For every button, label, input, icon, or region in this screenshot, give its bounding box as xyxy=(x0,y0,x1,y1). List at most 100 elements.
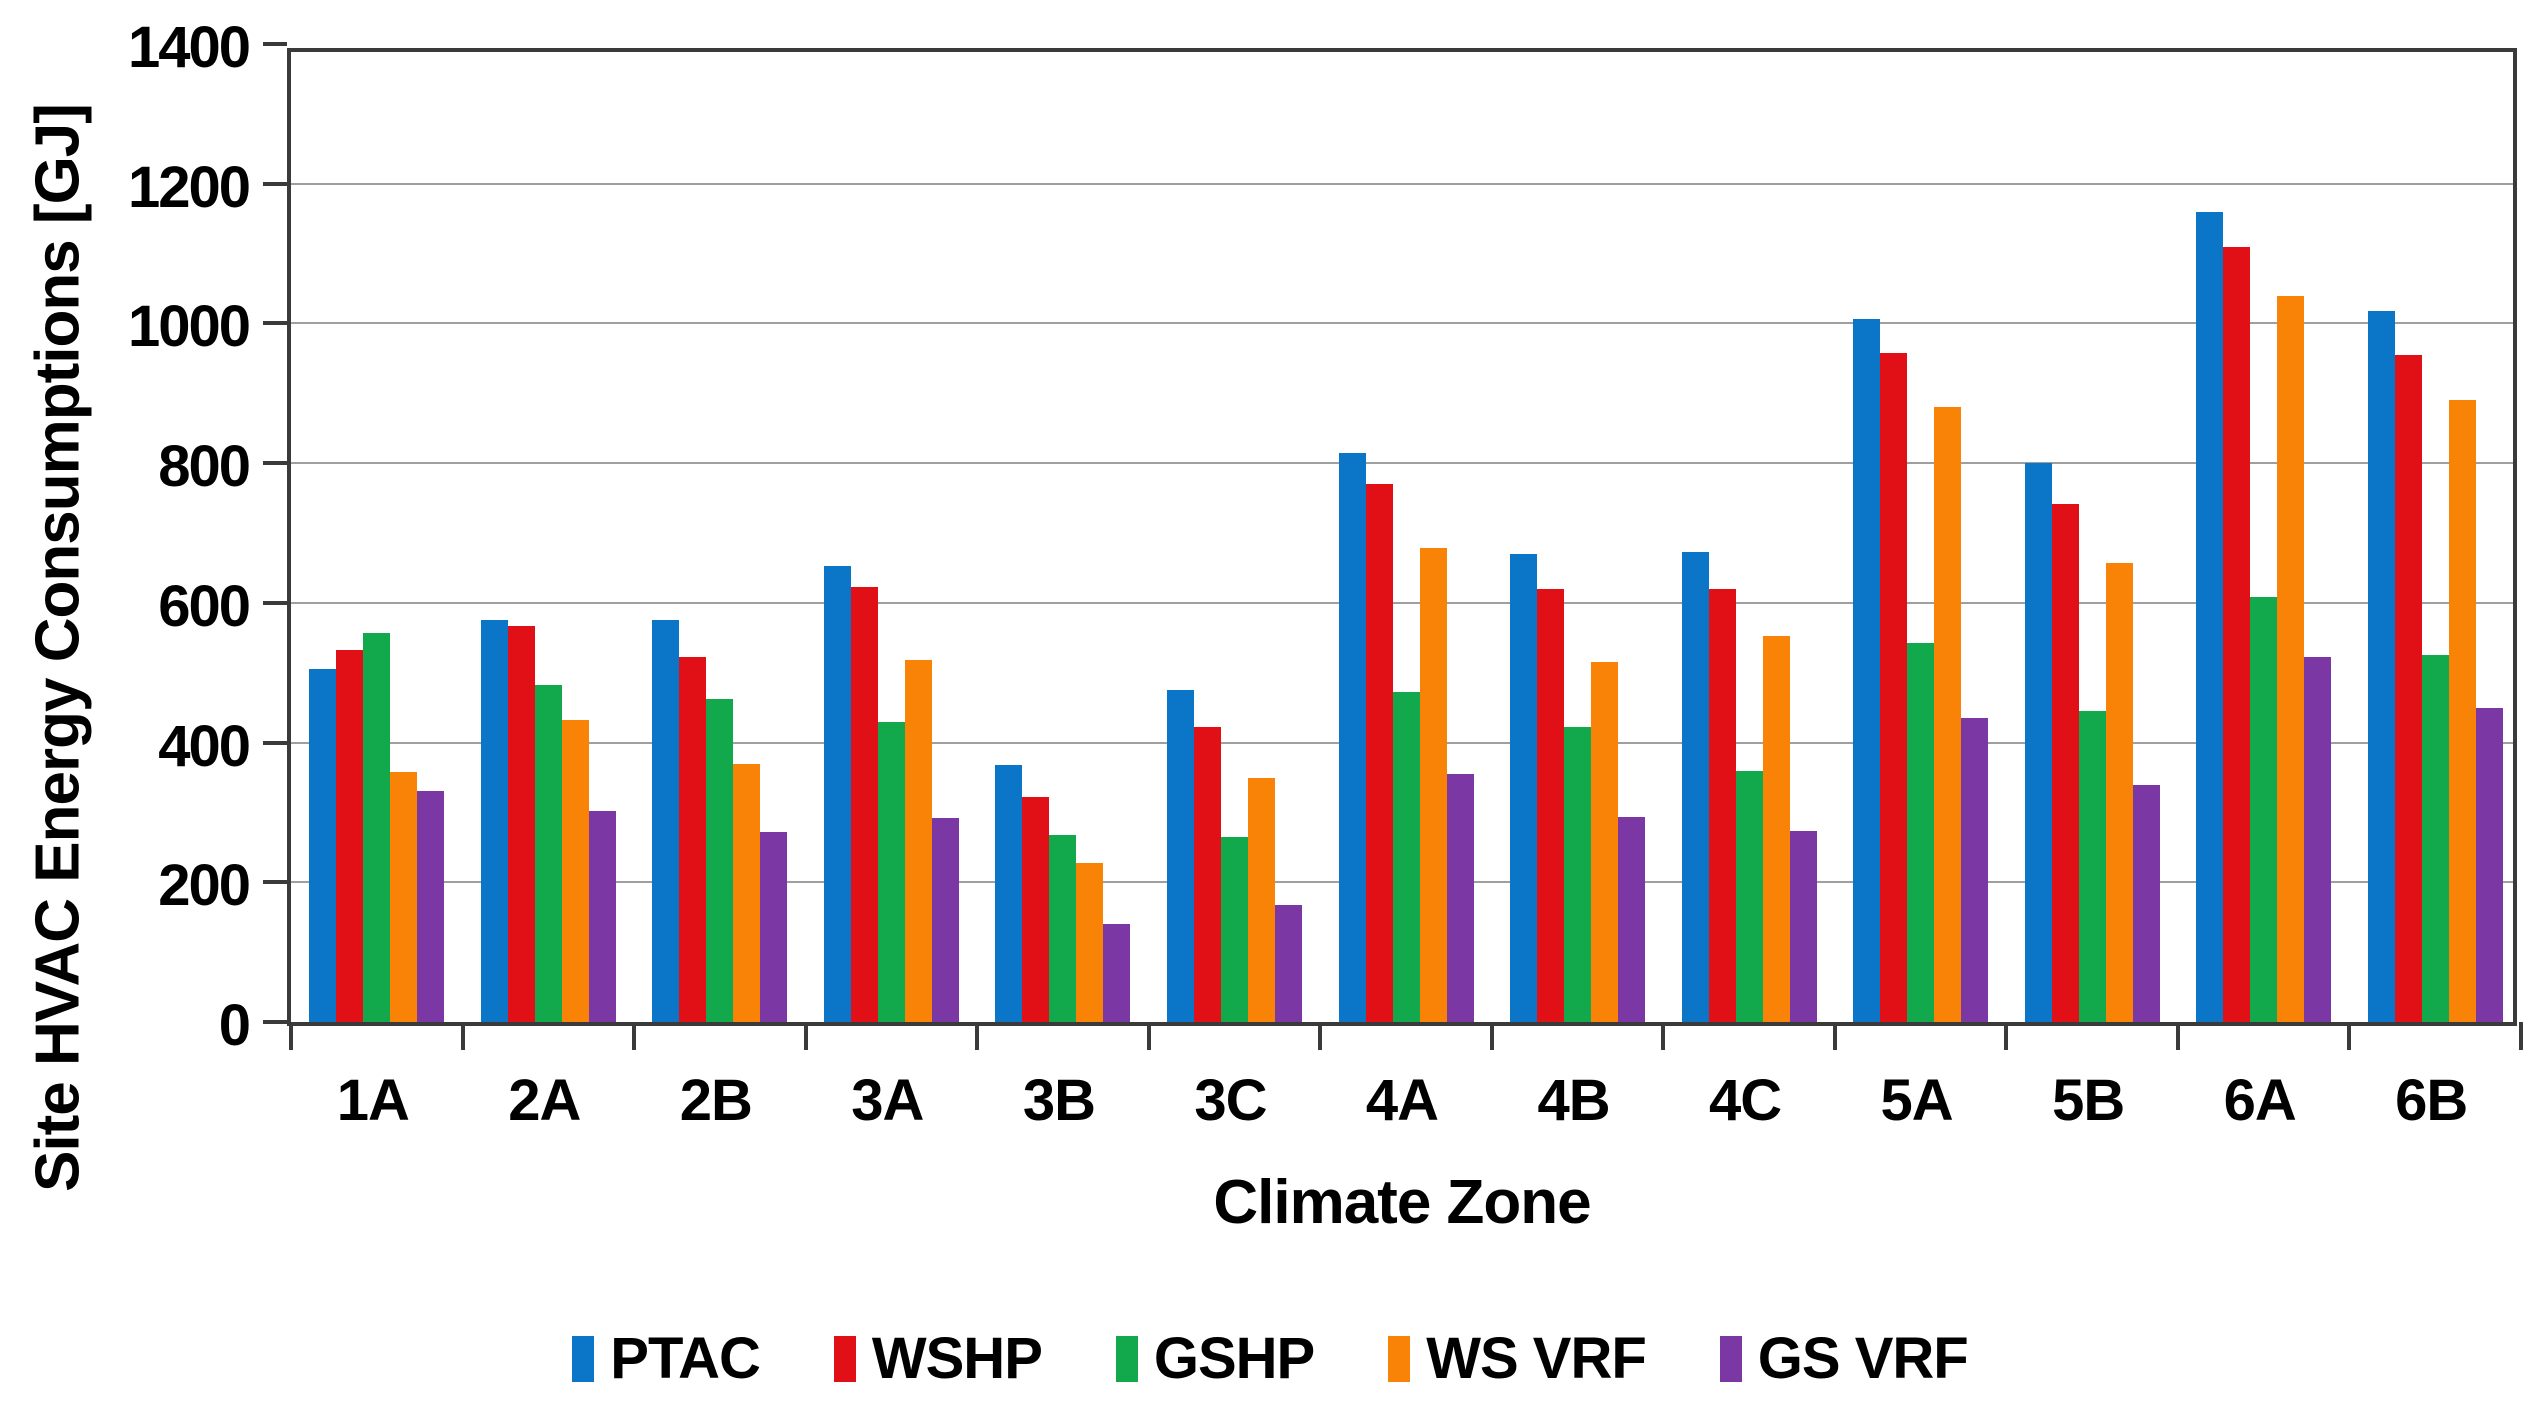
bar-wshp-4B xyxy=(1537,588,1565,1022)
bar-gs-vrf-4C xyxy=(1789,831,1817,1022)
legend-item-wshp: WSHP xyxy=(833,1326,1043,1391)
y-tick-0 xyxy=(263,1020,287,1024)
bar-gs-vrf-2B xyxy=(760,832,788,1022)
bar-gshp-3B xyxy=(1049,835,1077,1022)
bar-ptac-3C xyxy=(1166,690,1194,1022)
bar-wshp-6A xyxy=(2223,246,2251,1022)
bar-ws-vrf-4A xyxy=(1419,548,1447,1022)
bar-gshp-3A xyxy=(877,721,905,1022)
y-tick-600 xyxy=(263,600,287,605)
bar-ws-vrf-6B xyxy=(2448,400,2476,1022)
legend-item-gs-vrf: GS VRF xyxy=(1719,1326,1969,1391)
x-tick-8 xyxy=(1661,1022,1666,1050)
y-tick-1200 xyxy=(263,181,287,186)
bar-gshp-4A xyxy=(1392,691,1420,1022)
y-tick-label-800: 800 xyxy=(158,434,251,500)
legend-item-ptac: PTAC xyxy=(572,1326,761,1391)
x-category-label-6A: 6A xyxy=(2223,1068,2297,1133)
x-tick-9 xyxy=(1832,1022,1837,1050)
legend-swatch-ptac xyxy=(572,1336,595,1382)
bar-gs-vrf-4B xyxy=(1618,817,1646,1022)
x-category-label-6B: 6B xyxy=(2395,1068,2468,1133)
x-category-label-4C: 4C xyxy=(1708,1068,1782,1133)
bar-wshp-4C xyxy=(1708,588,1736,1022)
bar-ws-vrf-3C xyxy=(1247,777,1275,1022)
bar-gshp-4B xyxy=(1564,726,1592,1022)
y-tick-label-400: 400 xyxy=(158,713,251,779)
bar-ws-vrf-3B xyxy=(1076,862,1104,1022)
x-tick-10 xyxy=(2004,1022,2009,1050)
bar-ptac-5A xyxy=(1853,318,1881,1022)
bar-ptac-2A xyxy=(480,620,508,1022)
bar-wshp-2B xyxy=(679,656,707,1022)
bar-gshp-2A xyxy=(534,684,562,1022)
bar-wshp-6B xyxy=(2394,354,2422,1022)
bar-gs-vrf-3B xyxy=(1103,924,1131,1022)
legend-item-gshp: GSHP xyxy=(1115,1326,1315,1391)
bar-gshp-3C xyxy=(1220,836,1248,1022)
x-tick-1 xyxy=(460,1022,465,1050)
bar-wshp-3B xyxy=(1022,797,1050,1022)
bar-ptac-1A xyxy=(309,669,337,1022)
bar-wshp-4A xyxy=(1365,484,1393,1022)
x-category-label-5A: 5A xyxy=(1880,1068,1954,1133)
x-tick-7 xyxy=(1489,1022,1494,1050)
bar-gshp-5A xyxy=(1907,643,1935,1022)
bar-wshp-1A xyxy=(336,649,364,1022)
bar-gshp-6B xyxy=(2421,655,2449,1022)
y-tick-800 xyxy=(263,461,287,466)
bar-gs-vrf-3A xyxy=(931,818,959,1022)
x-category-label-3A: 3A xyxy=(851,1068,924,1133)
bar-ptac-4A xyxy=(1338,452,1366,1022)
bar-gs-vrf-5A xyxy=(1961,718,1989,1022)
y-tick-400 xyxy=(263,740,287,745)
bar-gs-vrf-4A xyxy=(1446,774,1474,1022)
legend-label-gshp: GSHP xyxy=(1153,1326,1315,1391)
x-category-label-3B: 3B xyxy=(1022,1068,1096,1133)
x-tick-13 xyxy=(2519,1022,2523,1050)
x-category-label-2A: 2A xyxy=(508,1068,581,1133)
y-tick-1400 xyxy=(263,42,287,46)
x-category-label-3C: 3C xyxy=(1194,1068,1267,1133)
bar-gs-vrf-1A xyxy=(417,791,445,1022)
bar-ptac-5B xyxy=(2024,463,2052,1022)
bar-gs-vrf-2A xyxy=(588,811,616,1022)
gridline-600 xyxy=(291,601,2513,604)
legend-label-ptac: PTAC xyxy=(610,1326,761,1391)
legend-label-gs-vrf: GS VRF xyxy=(1757,1326,1969,1391)
legend-swatch-gs-vrf xyxy=(1719,1336,1742,1382)
legend-item-ws-vrf: WS VRF xyxy=(1388,1330,1647,1388)
bar-ws-vrf-5A xyxy=(1934,407,1962,1022)
bar-ptac-3B xyxy=(995,764,1023,1022)
bar-ws-vrf-2B xyxy=(733,763,761,1022)
bar-ptac-3A xyxy=(823,565,851,1022)
bar-gs-vrf-6B xyxy=(2475,707,2503,1022)
bar-gshp-6A xyxy=(2250,597,2278,1022)
x-tick-0 xyxy=(289,1022,293,1050)
y-tick-label-1000: 1000 xyxy=(127,294,251,360)
bar-ws-vrf-5B xyxy=(2105,563,2133,1022)
legend-label-wshp: WSHP xyxy=(871,1326,1043,1391)
bar-ptac-4C xyxy=(1681,551,1709,1022)
bar-ptac-6B xyxy=(2367,310,2395,1022)
bar-ws-vrf-1A xyxy=(390,771,418,1022)
x-tick-2 xyxy=(632,1022,637,1050)
y-tick-label-0: 0 xyxy=(218,993,251,1058)
bar-ws-vrf-4B xyxy=(1591,662,1619,1022)
bar-ptac-6A xyxy=(2196,211,2224,1022)
y-tick-200 xyxy=(263,880,287,885)
bar-wshp-3A xyxy=(850,586,878,1022)
x-axis-title: Climate Zone xyxy=(1213,1168,1591,1237)
x-tick-3 xyxy=(803,1022,808,1050)
bar-gshp-5B xyxy=(2078,711,2106,1022)
bar-gshp-2B xyxy=(706,699,734,1022)
y-tick-label-600: 600 xyxy=(158,573,251,639)
bar-gs-vrf-6A xyxy=(2304,657,2332,1022)
x-tick-5 xyxy=(1146,1022,1151,1050)
bar-gshp-1A xyxy=(363,632,391,1022)
y-tick-label-200: 200 xyxy=(158,853,251,919)
x-category-label-5B: 5B xyxy=(2052,1068,2125,1133)
y-tick-label-1200: 1200 xyxy=(127,154,251,220)
gridline-1000 xyxy=(291,322,2513,325)
